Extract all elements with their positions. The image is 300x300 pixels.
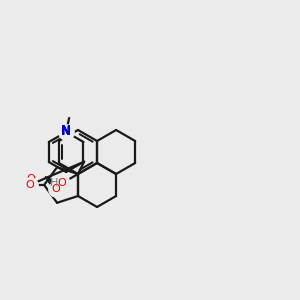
- Text: O: O: [27, 174, 35, 184]
- Text: O: O: [58, 178, 66, 188]
- Text: O: O: [56, 186, 64, 196]
- Text: O: O: [52, 184, 61, 194]
- Text: O: O: [58, 178, 66, 188]
- Text: N: N: [61, 124, 71, 137]
- Text: N: N: [61, 125, 71, 139]
- Text: N: N: [61, 125, 71, 139]
- Text: H: H: [50, 178, 58, 188]
- Text: H: H: [50, 178, 58, 188]
- Text: O: O: [26, 180, 34, 190]
